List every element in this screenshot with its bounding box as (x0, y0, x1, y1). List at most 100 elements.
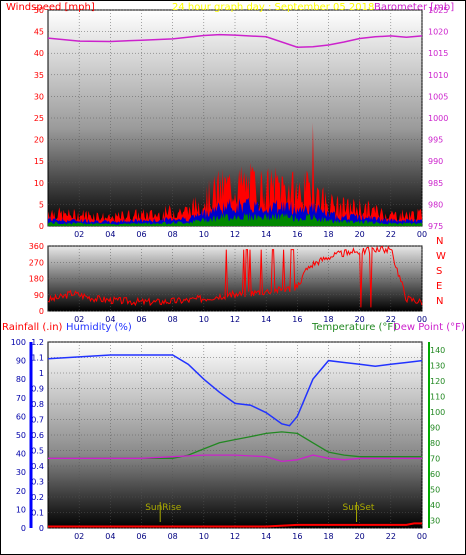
rain-tick-label: 0.7 (31, 416, 44, 425)
rainfall-line (48, 522, 422, 528)
rain-tick-label: 0.9 (31, 385, 44, 394)
humidity-tick-label: 10 (16, 505, 26, 514)
baro-tick-label: 985 (428, 179, 443, 188)
x-tick-label: 22 (386, 532, 396, 541)
x-tick-label: 22 (386, 315, 396, 324)
rain-tick-label: 0.1 (31, 509, 44, 518)
x-tick-label: 00 (417, 532, 427, 541)
x-tick-label: 02 (74, 315, 84, 324)
wind-tick-label: 10 (34, 179, 44, 188)
baro-tick-label: 975 (428, 222, 443, 231)
x-tick-label: 16 (292, 532, 302, 541)
humidity-tick-label: 80 (16, 375, 26, 384)
baro-tick-label: 1005 (428, 92, 448, 101)
temp-tick-label: 40 (430, 501, 440, 510)
temp-tick-label: 60 (430, 470, 440, 479)
x-tick-label: 02 (74, 230, 84, 239)
rain-tick-label: 0.5 (31, 447, 44, 456)
windspeed-label: Windspeed [mph] (6, 2, 95, 13)
barometer-label: Barometer [mb] (374, 2, 454, 13)
wind-tick-label: 40 (34, 49, 44, 58)
wind-mid-area (48, 197, 422, 226)
rainfall-label: Rainfall (.in) (2, 322, 63, 333)
humidity-tick-label: 50 (16, 431, 26, 440)
wind-tick-label: 0 (39, 222, 44, 231)
baro-tick-label: 995 (428, 136, 443, 145)
x-tick-label: 12 (230, 230, 240, 239)
x-tick-label: 06 (136, 230, 146, 239)
x-tick-label: 08 (168, 315, 178, 324)
wind-tick-label: 30 (34, 92, 44, 101)
baro-tick-label: 990 (428, 157, 443, 166)
humidity-tick-label: 60 (16, 412, 26, 421)
temp-tick-label: 120 (430, 377, 445, 386)
wind-tick-label: 5 (39, 200, 44, 209)
wind-low-area (48, 212, 422, 226)
x-tick-label: 16 (292, 315, 302, 324)
rain-tick-label: 0 (39, 524, 44, 533)
wind-speed-area (48, 122, 422, 226)
x-tick-label: 12 (230, 315, 240, 324)
humidity-label: Humidity (%) (66, 322, 132, 333)
direction-tick-label: 270 (29, 258, 44, 267)
x-tick-label: 14 (261, 532, 271, 541)
temp-tick-label: 50 (430, 485, 440, 494)
temperature-label: Temperature (°F) (311, 322, 397, 333)
temp-tick-label: 80 (430, 439, 440, 448)
humidity-tick-label: 30 (16, 468, 26, 477)
wind-tick-label: 35 (34, 71, 44, 80)
compass-label: E (436, 281, 442, 292)
x-tick-label: 04 (105, 532, 115, 541)
wind-tick-label: 45 (34, 28, 44, 37)
rain-tick-label: 1.2 (31, 338, 44, 347)
x-tick-label: 14 (261, 230, 271, 239)
direction-tick-label: 0 (39, 307, 44, 316)
wind-tick-label: 50 (34, 6, 44, 15)
rain-tick-label: 1.1 (31, 354, 44, 363)
x-tick-label: 22 (386, 230, 396, 239)
temp-tick-label: 90 (430, 423, 440, 432)
x-tick-label: 20 (355, 230, 365, 239)
barometer-line (47, 33, 423, 48)
baro-tick-label: 980 (428, 200, 443, 209)
rain-tick-label: 0.8 (31, 400, 44, 409)
x-tick-label: 06 (136, 532, 146, 541)
sunset-label: SunSet (343, 503, 375, 513)
x-tick-label: 16 (292, 230, 302, 239)
x-tick-label: 18 (323, 230, 333, 239)
humidity-tick-label: 40 (16, 450, 26, 459)
temp-tick-label: 30 (430, 516, 440, 525)
rain-tick-label: 0.3 (31, 478, 44, 487)
humidity-tick-label: 70 (16, 394, 26, 403)
baro-tick-label: 1000 (428, 114, 448, 123)
x-tick-label: 10 (199, 315, 209, 324)
x-tick-label: 12 (230, 532, 240, 541)
chart-title: 24 hour graph day : September 05 2018 (172, 2, 374, 13)
temp-tick-label: 140 (430, 346, 445, 355)
humidity-tick-label: 90 (16, 357, 26, 366)
wind-tick-label: 20 (34, 136, 44, 145)
direction-tick-label: 90 (34, 291, 44, 300)
x-tick-label: 20 (355, 532, 365, 541)
x-tick-label: 04 (105, 230, 115, 239)
x-tick-label: 04 (105, 315, 115, 324)
baro-tick-label: 1025 (428, 6, 448, 15)
wind-tick-label: 15 (34, 157, 44, 166)
humidity-tick-label: 100 (11, 338, 26, 347)
x-tick-label: 18 (323, 315, 333, 324)
x-tick-label: 00 (417, 230, 427, 239)
wind-tick-label: 25 (34, 114, 44, 123)
dewpoint-label: Dew Point (°F) (393, 322, 465, 333)
baro-tick-label: 1020 (428, 28, 448, 37)
x-tick-label: 08 (168, 532, 178, 541)
compass-label: N (436, 296, 443, 307)
x-tick-label: 02 (74, 532, 84, 541)
x-tick-label: 06 (136, 315, 146, 324)
x-tick-label: 00 (417, 315, 427, 324)
rain-tick-label: 1 (39, 369, 44, 378)
humidity-tick-label: 20 (16, 487, 26, 496)
humidity-line (47, 354, 423, 427)
rain-tick-label: 0.6 (31, 431, 44, 440)
x-tick-label: 14 (261, 315, 271, 324)
